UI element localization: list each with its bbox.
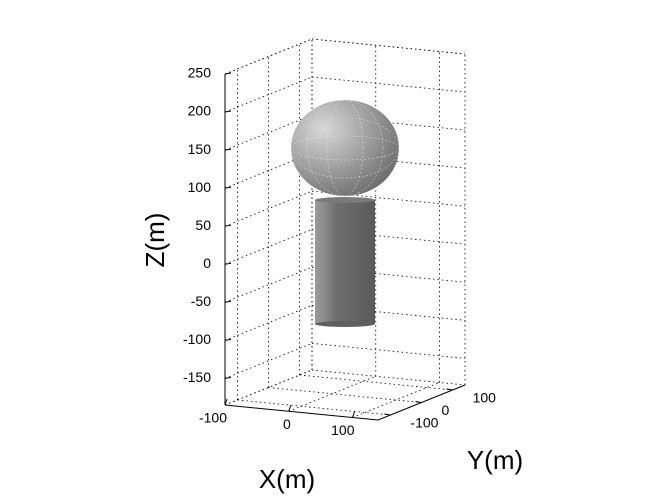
y-tick-label: 0 xyxy=(442,402,450,418)
z-tick xyxy=(224,300,232,303)
cylinder-body xyxy=(315,200,375,324)
sphere xyxy=(290,99,400,197)
grid-line xyxy=(311,38,466,55)
z-tick xyxy=(224,186,232,189)
z-tick xyxy=(224,376,232,379)
grid-line xyxy=(311,342,466,359)
z-tick-label: 100 xyxy=(188,179,212,195)
z-tick-label: -50 xyxy=(191,293,211,309)
z-tick xyxy=(224,148,232,151)
x-tick-label: -100 xyxy=(199,410,227,426)
x-tick-label: 0 xyxy=(283,416,291,432)
z-tick-label: 150 xyxy=(188,141,212,157)
grid-line xyxy=(311,228,466,245)
x-tick xyxy=(224,398,228,406)
grid-line xyxy=(311,76,466,93)
z-tick-label: 50 xyxy=(195,217,211,233)
z-tick-label: -150 xyxy=(183,369,211,385)
y-axis-label: Y(m) xyxy=(467,445,523,475)
grid-line xyxy=(311,190,466,207)
grid-line xyxy=(268,387,422,403)
sphere-surface xyxy=(291,100,399,196)
grid-line xyxy=(311,266,466,283)
z-tick xyxy=(224,72,232,75)
x-tick xyxy=(352,411,355,418)
y-tick xyxy=(384,413,391,416)
z-tick xyxy=(224,110,232,113)
z-tick-label: 0 xyxy=(203,255,211,271)
z-axis-label: Z(m) xyxy=(140,213,170,268)
x-axis-label: X(m) xyxy=(259,464,315,494)
x-tick xyxy=(288,405,292,412)
z-tick xyxy=(224,262,232,265)
z-tick-label: -100 xyxy=(183,331,211,347)
z-tick xyxy=(224,338,232,341)
box-edge xyxy=(311,369,466,386)
cylinder-top xyxy=(315,197,375,203)
z-tick xyxy=(224,224,232,227)
y-tick-label: 100 xyxy=(473,390,497,406)
z-tick-label: 250 xyxy=(188,65,212,81)
x-tick-label: 100 xyxy=(331,422,355,438)
sphere-mesh xyxy=(290,99,400,197)
y-tick-label: -100 xyxy=(410,415,438,431)
grid-line xyxy=(299,374,453,391)
cylinder xyxy=(315,197,375,327)
z-tick-label: 200 xyxy=(188,103,212,119)
y-tick xyxy=(446,388,453,391)
grid-line xyxy=(311,304,466,321)
y-tick xyxy=(415,401,422,403)
grid-line xyxy=(237,399,391,416)
cylinder-base xyxy=(315,321,375,327)
